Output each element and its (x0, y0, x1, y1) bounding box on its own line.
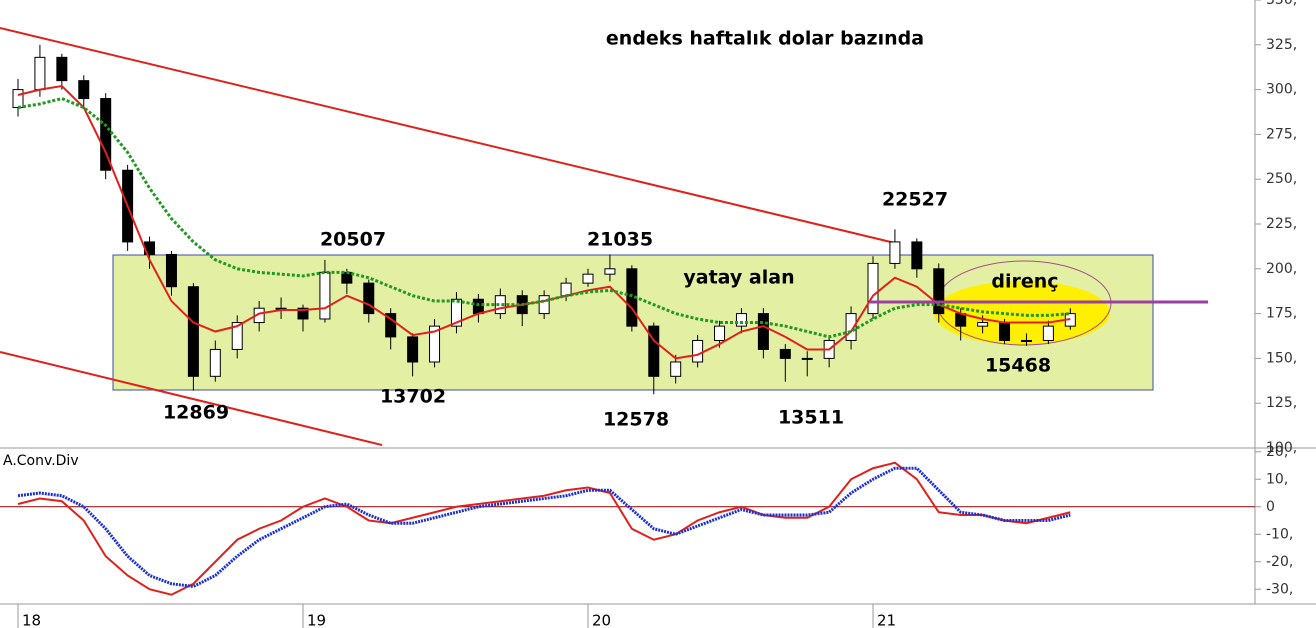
y-tick-label: 225, (1266, 216, 1297, 232)
candle-body (209, 348, 221, 377)
y-tick-label: 250, (1266, 171, 1297, 187)
y-tick-label: 150, (1266, 350, 1297, 366)
y-tick-label: -10, (1266, 526, 1293, 542)
candle-body (538, 295, 550, 315)
y-tick-label: 0 (1266, 499, 1275, 515)
chart-title: endeks haftalık dolar bazında (606, 28, 924, 50)
line-series (17, 466, 1071, 589)
panel-title: A.Conv.Div (3, 453, 79, 469)
y-tick-label: 125, (1266, 395, 1297, 411)
y-tick-label: 100, (1266, 440, 1297, 456)
candle-body (297, 307, 309, 320)
candle-body (977, 322, 989, 327)
y-tick-label: -20, (1266, 554, 1293, 570)
candle-body (692, 339, 704, 363)
candle-body (407, 336, 419, 363)
candle-body (757, 313, 769, 350)
candle-body (187, 286, 199, 377)
candle-body (56, 56, 68, 82)
y-tick-label: -30, (1266, 581, 1293, 597)
y-tick-label: 20, (1266, 444, 1288, 460)
candle-body (670, 361, 682, 377)
candle-body (801, 357, 813, 360)
line-series (17, 84, 1071, 360)
annotation: 20507 (320, 229, 386, 251)
candle-body (319, 271, 331, 320)
line-series (17, 461, 1071, 596)
annotation: 22527 (882, 189, 948, 211)
annotation: 21035 (587, 229, 653, 251)
y-tick-label: 200, (1266, 261, 1297, 277)
y-tick-label: 10, (1266, 471, 1288, 487)
annotation: 13511 (778, 407, 844, 429)
x-tick-label: 20 (592, 612, 611, 628)
annotation: direnç (991, 271, 1058, 293)
y-tick-label: 175, (1266, 306, 1297, 322)
y-tick-label: 325, (1266, 37, 1297, 53)
candle-body (494, 295, 506, 315)
y-tick-label: 275, (1266, 126, 1297, 142)
candle-body (78, 80, 90, 100)
candle-body (100, 98, 112, 171)
candle-body (429, 325, 441, 363)
annotation: 13702 (380, 386, 446, 408)
x-tick-label: 19 (307, 612, 326, 628)
candle-body (714, 325, 726, 341)
candle-body (34, 56, 46, 91)
candle-body (867, 262, 879, 315)
annotation: 12869 (163, 402, 229, 424)
annotation: 15468 (985, 355, 1051, 377)
y-tick-label: 350, (1266, 0, 1297, 8)
candle-body (582, 273, 594, 284)
x-tick-label: 21 (877, 612, 896, 628)
trend-line (0, 351, 383, 446)
candle-body (472, 298, 484, 315)
annotation: 12578 (603, 409, 669, 431)
y-tick-label: 300, (1266, 82, 1297, 98)
annotation: yatay alan (683, 267, 794, 289)
candle-body (12, 89, 24, 109)
candle-body (933, 268, 945, 315)
candle-body (735, 313, 747, 327)
candle-body (1020, 339, 1032, 342)
candle-body (604, 268, 616, 275)
candle-body (999, 322, 1011, 341)
candle-body (165, 253, 177, 288)
candle-body (779, 348, 791, 359)
candle-body (450, 298, 462, 327)
candle-body (889, 241, 901, 264)
candle-body (911, 241, 923, 270)
candle-body (231, 322, 243, 350)
candle-body (648, 325, 660, 377)
x-tick-label: 18 (22, 612, 41, 628)
candle-body (1042, 325, 1054, 341)
candle-body (845, 313, 857, 341)
resistance-area (934, 281, 1110, 345)
candle-body (363, 282, 375, 315)
trend-line (0, 27, 896, 244)
candle-body (341, 271, 353, 284)
candle-body (385, 313, 397, 338)
